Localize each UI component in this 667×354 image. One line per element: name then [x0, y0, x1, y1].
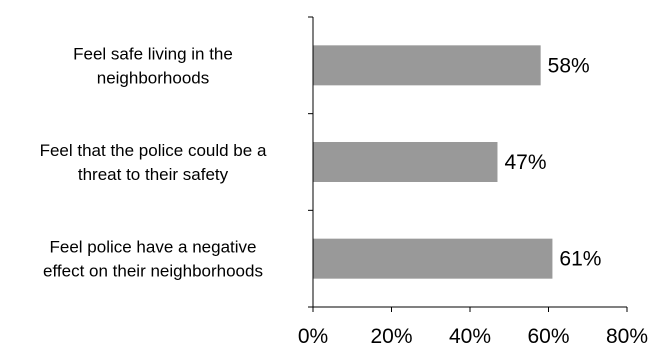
category-label-2-line-2: threat to their safety — [78, 165, 229, 184]
category-label-1-line-1: Feel safe living in the — [73, 44, 233, 63]
x-tick-label-4: 60% — [527, 325, 569, 348]
category-label-1-line-2: neighborhoods — [97, 68, 209, 87]
x-tick-label-5: 80% — [606, 325, 648, 348]
category-label-3-line-1: Feel police have a negative — [50, 238, 257, 257]
data-label-3: 61% — [559, 248, 601, 271]
x-tick-label-2: 20% — [370, 325, 412, 348]
data-label-1: 58% — [548, 54, 590, 77]
bars-layer — [313, 45, 553, 279]
data-label-2: 47% — [504, 151, 546, 174]
bar-3 — [313, 238, 553, 279]
x-tick-label-1: 0% — [298, 325, 328, 348]
labels-layer: 58% Feel safe living in the neighborhoods 4… — [40, 44, 648, 348]
category-label-2-line-1: Feel that the police could be a — [40, 141, 267, 160]
bar-2 — [313, 142, 498, 182]
bar-1 — [313, 45, 541, 86]
x-tick-label-3: 40% — [449, 325, 491, 348]
axis-layer — [308, 16, 628, 312]
category-label-3-line-2: effect on their neighborhoods — [43, 262, 263, 281]
